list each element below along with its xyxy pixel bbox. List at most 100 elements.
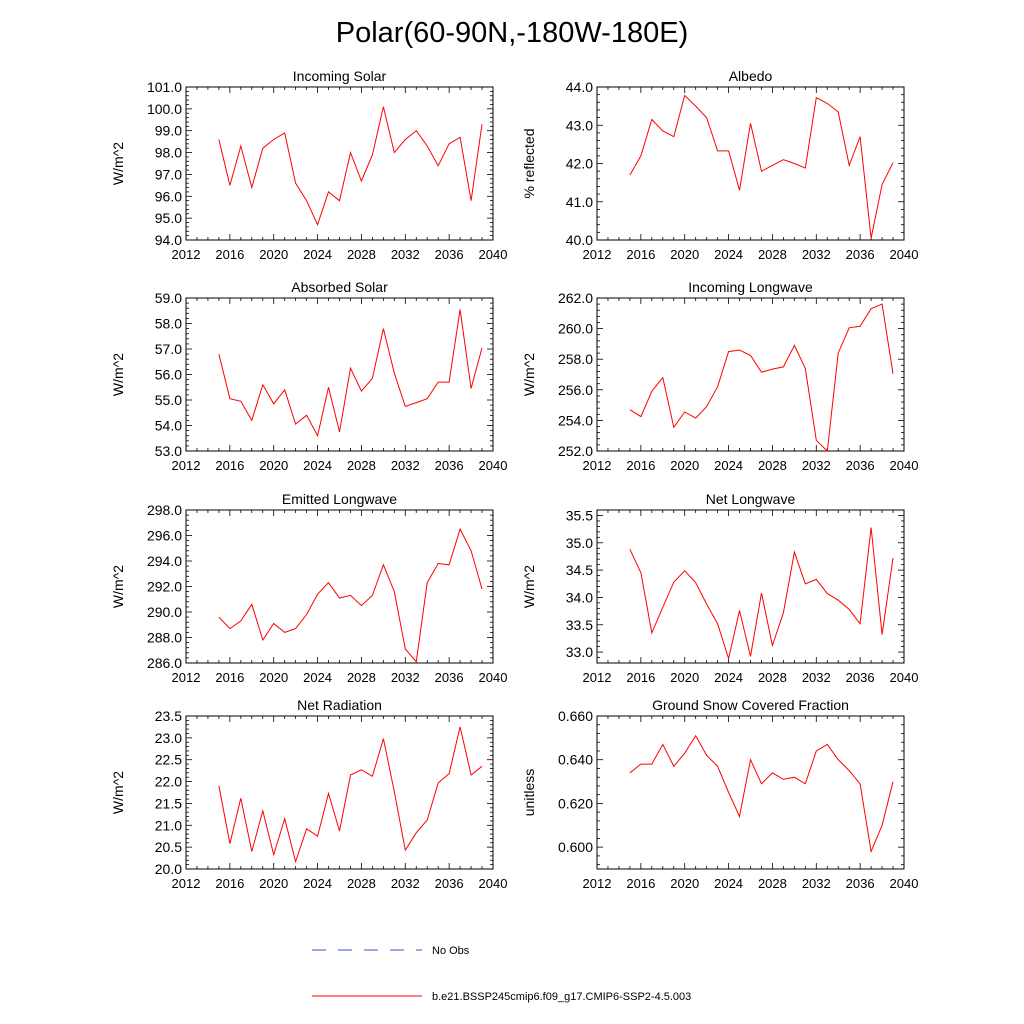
x-tick-label: 2012 — [583, 876, 612, 891]
x-tick-label: 2024 — [303, 876, 332, 891]
y-tick-label: 101.0 — [147, 79, 182, 95]
y-tick-label: 54.0 — [155, 418, 182, 434]
y-tick-label: 42.0 — [566, 156, 593, 172]
y-tick-label: 0.620 — [558, 795, 593, 811]
y-tick-label: 252.0 — [558, 443, 593, 459]
x-tick-label: 2012 — [583, 458, 612, 473]
y-tick-label: 256.0 — [558, 382, 593, 398]
figure-title: Polar(60-90N,-180W-180E) — [336, 17, 688, 49]
x-tick-label: 2036 — [846, 458, 875, 473]
x-tick-label: 2028 — [347, 458, 376, 473]
panel-title: Incoming Solar — [293, 68, 387, 84]
x-tick-label: 2032 — [802, 670, 831, 685]
series-line — [629, 734, 894, 854]
plot-frame — [596, 86, 905, 241]
plot-frame — [185, 509, 494, 664]
x-tick-label: 2012 — [583, 247, 612, 262]
x-tick-label: 2024 — [303, 247, 332, 262]
x-tick-label: 2032 — [802, 458, 831, 473]
y-tick-label: 294.0 — [147, 553, 182, 569]
y-tick-label: 254.0 — [558, 412, 593, 428]
y-tick-label: 40.0 — [566, 232, 593, 248]
x-tick-label: 2020 — [259, 458, 288, 473]
x-tick-label: 2020 — [259, 876, 288, 891]
x-tick-label: 2012 — [172, 247, 201, 262]
x-tick-label: 2040 — [890, 247, 919, 262]
y-tick-label: 96.0 — [155, 188, 182, 204]
x-tick-label: 2028 — [347, 247, 376, 262]
x-tick-label: 2024 — [714, 247, 743, 262]
y-axis-label: W/m^2 — [110, 353, 126, 396]
x-tick-label: 2036 — [846, 670, 875, 685]
y-tick-label: 97.0 — [155, 166, 182, 182]
y-tick-label: 23.5 — [155, 708, 182, 724]
x-tick-label: 2024 — [303, 670, 332, 685]
y-tick-label: 99.0 — [155, 123, 182, 139]
y-axis-label: unitless — [521, 769, 537, 816]
y-tick-label: 100.0 — [147, 101, 182, 117]
y-axis-label: W/m^2 — [110, 565, 126, 608]
panel-title: Emitted Longwave — [282, 491, 397, 507]
y-tick-label: 57.0 — [155, 341, 182, 357]
x-tick-label: 2040 — [479, 670, 508, 685]
x-tick-label: 2036 — [435, 247, 464, 262]
y-tick-label: 98.0 — [155, 145, 182, 161]
series-line — [218, 726, 483, 864]
y-tick-label: 258.0 — [558, 351, 593, 367]
x-tick-label: 2012 — [172, 670, 201, 685]
x-tick-label: 2024 — [303, 458, 332, 473]
x-tick-label: 2036 — [846, 876, 875, 891]
x-tick-label: 2032 — [391, 876, 420, 891]
plot-frame — [185, 715, 494, 870]
x-tick-label: 2040 — [479, 458, 508, 473]
x-tick-label: 2024 — [714, 670, 743, 685]
y-tick-label: 0.640 — [558, 752, 593, 768]
x-tick-label: 2020 — [259, 247, 288, 262]
x-tick-label: 2020 — [670, 876, 699, 891]
x-tick-label: 2040 — [890, 876, 919, 891]
x-tick-label: 2024 — [714, 876, 743, 891]
panel-4: Emitted Longwave W/m^2 2012 2016 2020 2024 202… — [110, 491, 507, 685]
x-tick-label: 2028 — [758, 670, 787, 685]
y-tick-label: 44.0 — [566, 79, 593, 95]
y-tick-label: 59.0 — [155, 290, 182, 306]
y-tick-label: 43.0 — [566, 117, 593, 133]
x-tick-label: 2020 — [670, 247, 699, 262]
panels: Incoming Solar W/m^2 2012 2016 2020 2024 2028 2… — [110, 68, 918, 891]
y-tick-label: 292.0 — [147, 579, 182, 595]
panel-title: Ground Snow Covered Fraction — [652, 697, 849, 713]
y-axis-label: W/m^2 — [521, 353, 537, 396]
panel-2: Absorbed Solar W/m^2 2012 2016 2020 2024 2028 2… — [110, 279, 507, 473]
x-tick-label: 2032 — [391, 247, 420, 262]
panel-5: Net Longwave W/m^2 2012 2016 2020 2024 2028 203… — [521, 491, 918, 685]
x-tick-label: 2040 — [890, 458, 919, 473]
x-tick-label: 2028 — [758, 458, 787, 473]
x-tick-label: 2020 — [670, 458, 699, 473]
x-tick-label: 2036 — [435, 876, 464, 891]
plot-frame — [596, 297, 905, 452]
y-tick-label: 22.0 — [155, 774, 182, 790]
panel-0: Incoming Solar W/m^2 2012 2016 2020 2024 2028 2… — [110, 68, 507, 262]
y-tick-label: 0.660 — [558, 708, 593, 724]
y-tick-label: 94.0 — [155, 232, 182, 248]
y-tick-label: 95.0 — [155, 210, 182, 226]
x-tick-label: 2016 — [626, 876, 655, 891]
panel-title: Net Radiation — [297, 697, 382, 713]
x-tick-label: 2036 — [846, 247, 875, 262]
x-tick-label: 2016 — [215, 876, 244, 891]
panel-6: Net Radiation W/m^2 2012 2016 2020 2024 2028 20… — [110, 697, 507, 891]
panel-1: Albedo % reflected 2012 2016 2020 2024 2028 203… — [521, 68, 918, 262]
series-line — [629, 94, 894, 239]
x-tick-label: 2012 — [172, 876, 201, 891]
y-tick-label: 53.0 — [155, 443, 182, 459]
y-tick-label: 296.0 — [147, 528, 182, 544]
legend: No Obs b.e21.BSSP245cmip6.f09_g17.CMIP6-… — [312, 945, 691, 1003]
y-tick-label: 21.5 — [155, 795, 182, 811]
panel-3: Incoming Longwave W/m^2 2012 2016 2020 2024 20… — [521, 279, 918, 473]
x-tick-label: 2016 — [626, 458, 655, 473]
panel-title: Absorbed Solar — [291, 279, 388, 295]
x-tick-label: 2016 — [626, 670, 655, 685]
x-tick-label: 2040 — [890, 670, 919, 685]
y-tick-label: 35.0 — [566, 535, 593, 551]
y-tick-label: 34.5 — [566, 562, 593, 578]
